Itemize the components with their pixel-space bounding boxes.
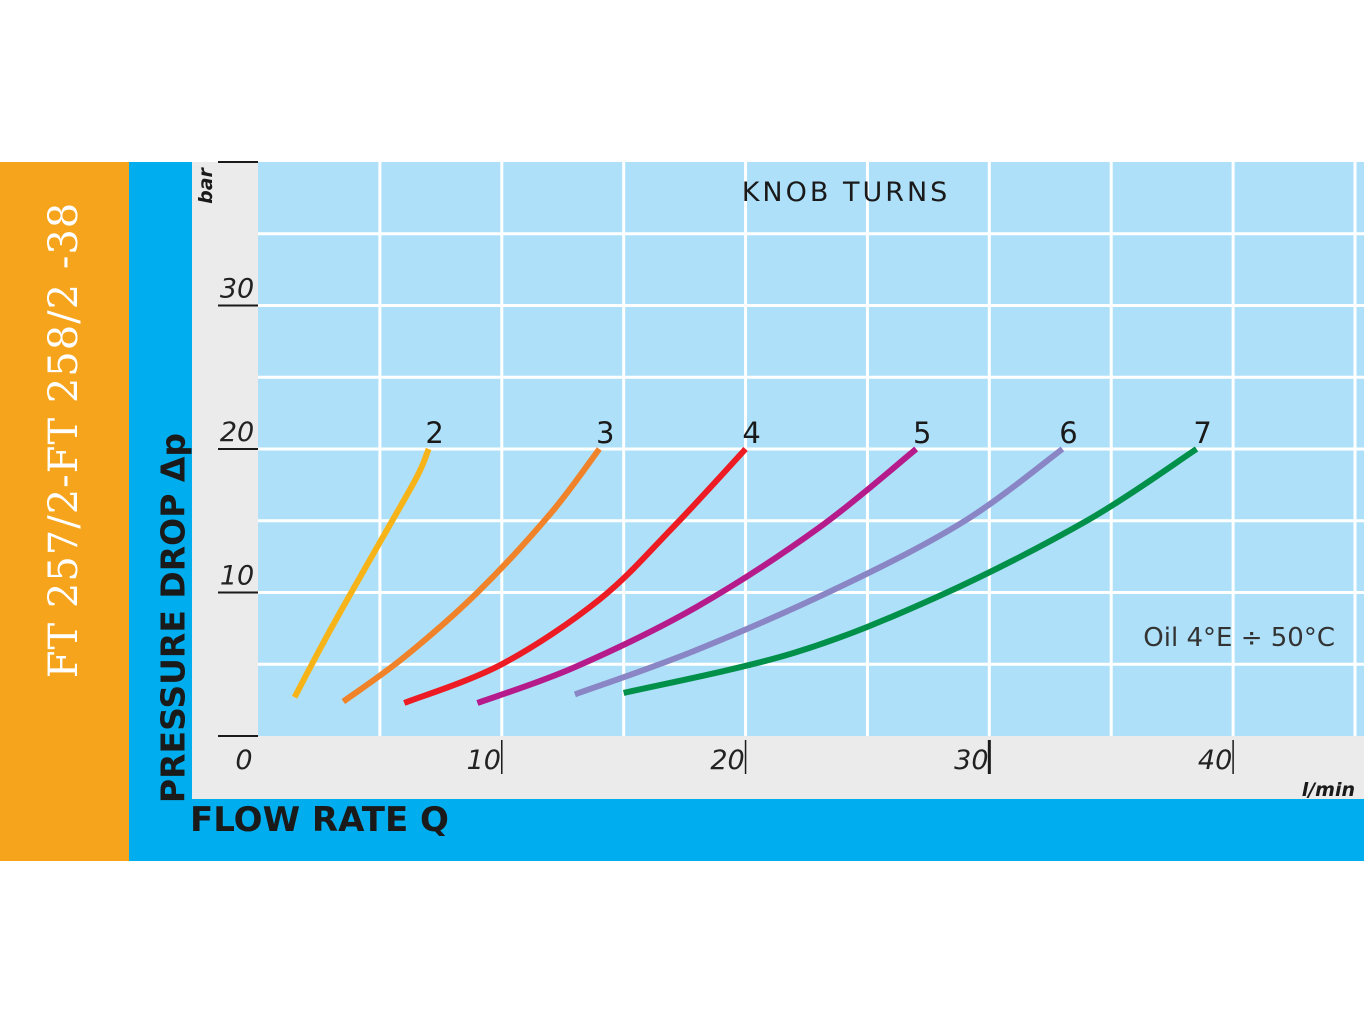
series-line-7 (622, 446, 1199, 696)
series-label-3: 3 (596, 416, 614, 450)
series-line-6 (573, 446, 1065, 698)
labels: 2 3 4 5 6 7 KNOB TURNS Oil 4°E ÷ 50°C (425, 177, 1335, 653)
axes: 10 20 30 0 10 20 30 40 bar l/min (195, 161, 1355, 801)
x-tick-label: 10 (467, 745, 501, 776)
grid (258, 162, 1364, 736)
series-line-3 (341, 447, 602, 704)
y-unit-label: bar (195, 166, 217, 203)
x-tick-label: 0 (235, 745, 252, 776)
series-label-6: 6 (1059, 416, 1077, 450)
y-tick-label: 30 (220, 274, 254, 305)
chart-title: KNOB TURNS (742, 177, 951, 208)
oil-annotation: Oil 4°E ÷ 50°C (1143, 623, 1335, 653)
product-band (0, 162, 129, 861)
series-line-2 (291, 447, 432, 699)
x-tick-label: 20 (710, 745, 744, 776)
series-line-4 (403, 446, 748, 706)
series-line-5 (476, 446, 919, 706)
x-tick-label: 40 (1198, 745, 1232, 776)
x-unit-label: l/min (1302, 779, 1355, 801)
series-label-7: 7 (1193, 416, 1211, 450)
series-label-4: 4 (742, 416, 760, 450)
y-tick-label: 20 (220, 417, 254, 448)
x-axis-title: FLOW RATE Q (190, 800, 449, 840)
series-label-5: 5 (913, 416, 931, 450)
y-tick-label: 10 (220, 561, 254, 592)
series-lines (291, 446, 1199, 706)
x-tick-label: 30 (954, 745, 988, 776)
series-label-2: 2 (425, 416, 443, 450)
